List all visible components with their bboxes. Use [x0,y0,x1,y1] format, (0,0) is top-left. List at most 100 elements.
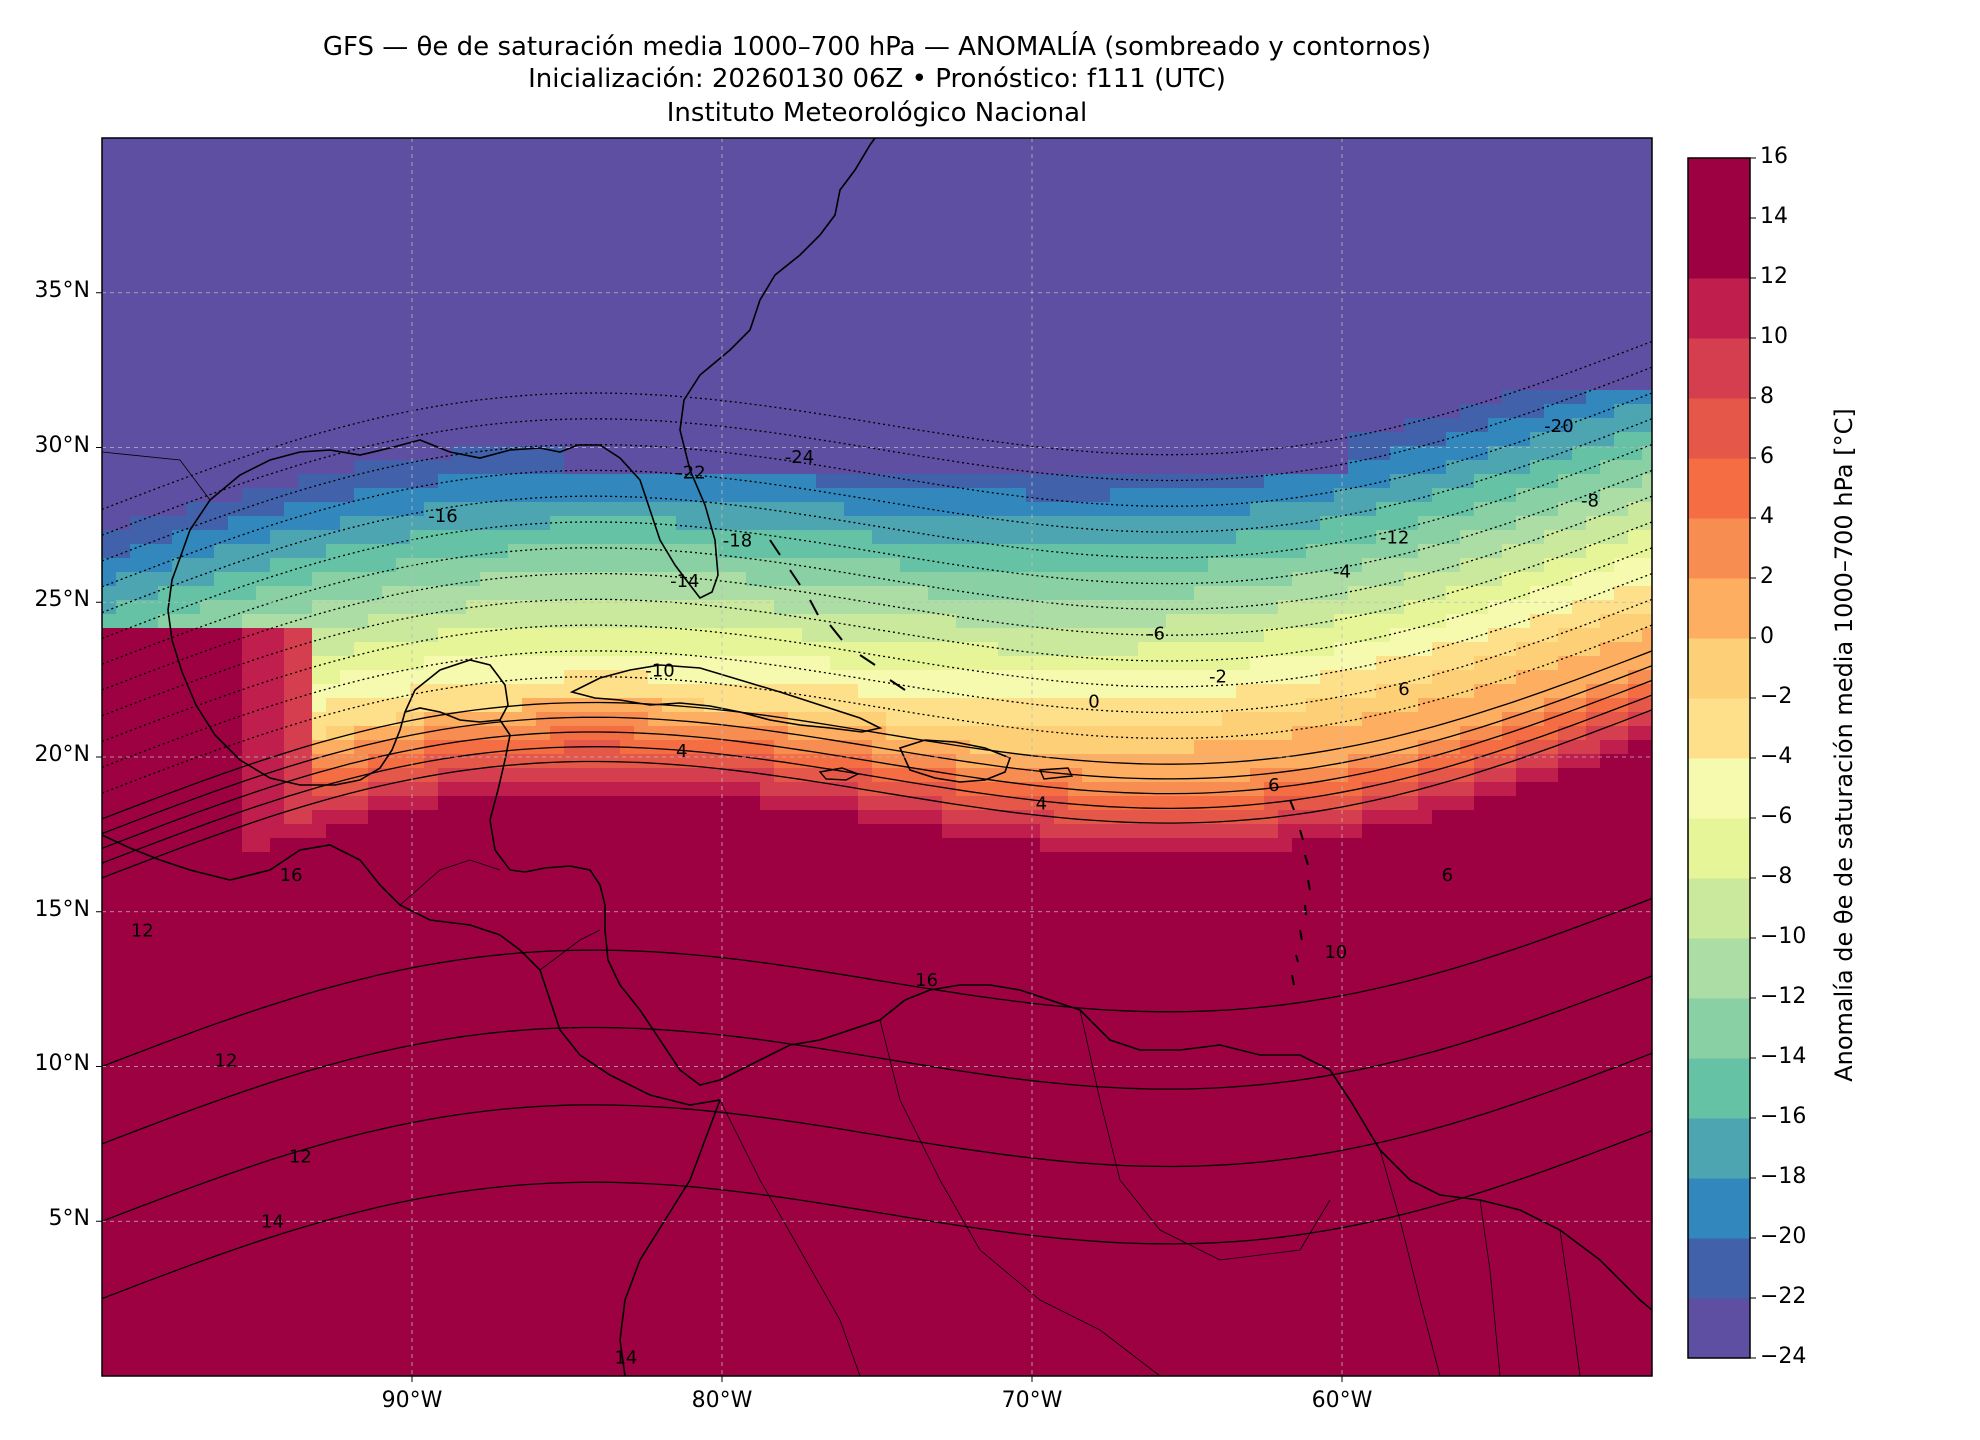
field-cell [1446,544,1461,559]
field-cell [1334,208,1349,223]
field-cell [1096,684,1111,699]
field-cell [788,334,803,349]
field-cell [158,250,173,265]
field-cell [256,488,271,503]
field-cell [1446,516,1461,531]
field-cell [116,362,131,377]
field-cell [452,278,467,293]
field-cell [270,726,285,741]
field-cell [1362,460,1377,475]
field-cell [676,432,691,447]
field-cell [1250,684,1265,699]
field-cell [1264,222,1279,237]
field-cell [312,558,327,573]
field-cell [1236,684,1251,699]
field-cell [158,684,173,699]
field-cell [298,264,313,279]
field-cell [1124,670,1139,685]
field-cell [606,390,621,405]
field-cell [536,432,551,447]
field-cell [1110,404,1125,419]
field-cell [1222,460,1237,475]
field-cell [214,726,229,741]
field-cell [536,418,551,433]
field-cell [466,586,481,601]
field-cell [676,670,691,685]
field-cell [788,656,803,671]
field-cell [368,390,383,405]
field-cell [424,418,439,433]
field-cell [382,138,397,153]
field-cell [1068,292,1083,307]
field-cell [970,600,985,615]
field-cell [1292,222,1307,237]
field-cell [592,628,607,643]
field-cell [298,390,313,405]
field-cell [522,656,537,671]
field-cell [662,376,677,391]
field-cell [1040,418,1055,433]
field-cell [592,530,607,545]
field-cell [1376,376,1391,391]
field-cell [1488,432,1503,447]
field-cell [928,656,943,671]
field-cell [1628,614,1643,629]
field-cell [634,544,649,559]
field-cell [1502,432,1517,447]
field-cell [1152,446,1167,461]
field-cell [1082,502,1097,517]
field-cell [1166,516,1181,531]
field-cell [816,306,831,321]
field-cell [1502,628,1517,643]
field-cell [1096,264,1111,279]
field-cell [354,320,369,335]
field-cell [1096,334,1111,349]
field-cell [1194,628,1209,643]
field-cell [312,614,327,629]
field-cell [592,404,607,419]
field-cell [1600,516,1615,531]
field-cell [746,236,761,251]
field-cell [830,180,845,195]
field-cell [1306,222,1321,237]
field-cell [942,264,957,279]
field-cell [536,348,551,363]
field-cell [1208,264,1223,279]
field-cell [354,558,369,573]
field-cell [172,278,187,293]
field-cell [998,264,1013,279]
field-cell [1390,530,1405,545]
field-cell [1600,236,1615,251]
field-cell [200,334,215,349]
field-cell [704,656,719,671]
field-cell [158,306,173,321]
field-cell [1348,656,1363,671]
field-cell [1138,152,1153,167]
field-cell [1152,376,1167,391]
field-cell [1502,614,1517,629]
field-cell [914,166,929,181]
field-cell [816,362,831,377]
field-cell [1236,446,1251,461]
field-cell [564,572,579,587]
field-cell [1040,740,1055,755]
field-cell [1040,726,1055,741]
field-cell [1390,194,1405,209]
field-cell [1222,376,1237,391]
field-cell [914,418,929,433]
field-cell [1194,348,1209,363]
field-cell [1488,558,1503,573]
field-cell [1026,614,1041,629]
field-cell [802,642,817,657]
field-cell [158,558,173,573]
field-cell [648,292,663,307]
field-cell [704,558,719,573]
field-cell [1040,488,1055,503]
field-cell [1628,726,1643,741]
field-cell [1292,754,1307,769]
field-cell [1068,460,1083,475]
field-cell [1390,544,1405,559]
field-cell [1320,642,1335,657]
field-cell [270,278,285,293]
field-cell [634,320,649,335]
